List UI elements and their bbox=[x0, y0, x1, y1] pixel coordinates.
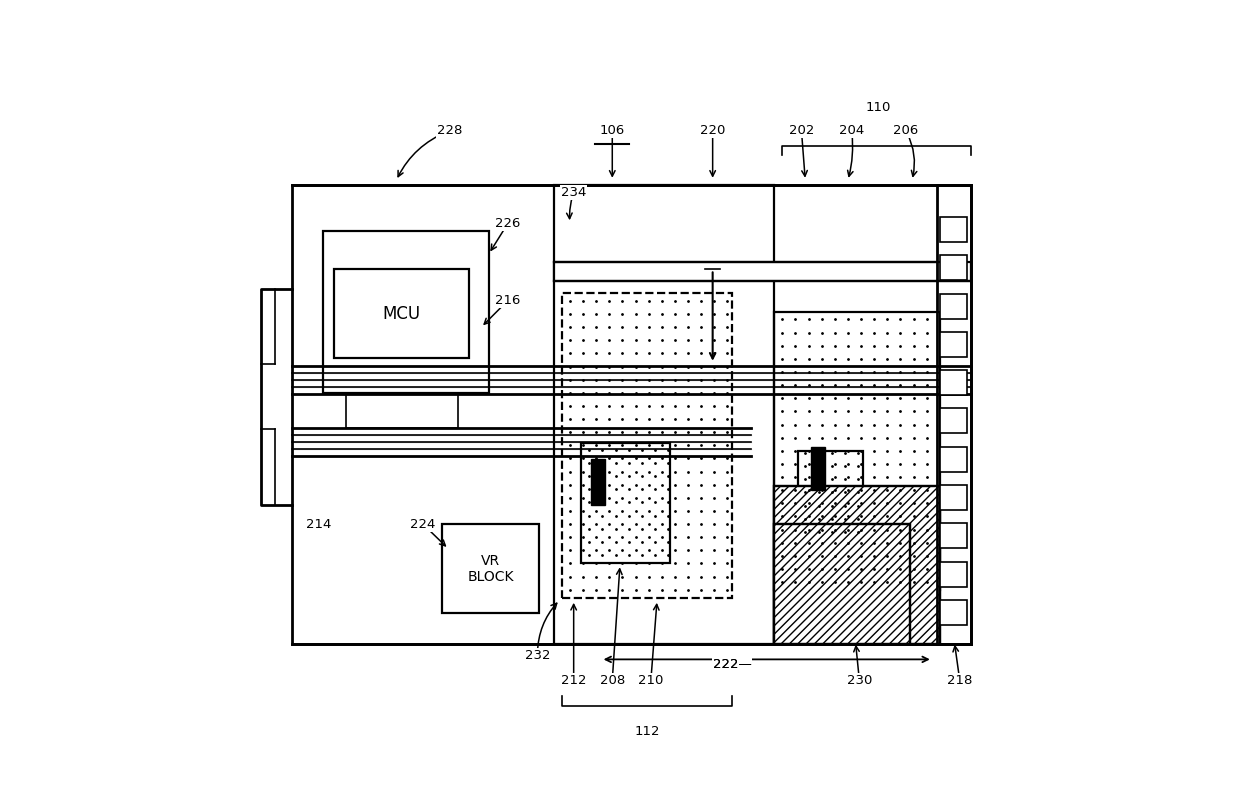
Text: 232: 232 bbox=[525, 649, 551, 662]
Bar bbox=[775, 486, 940, 644]
Text: 218: 218 bbox=[947, 674, 972, 687]
Text: 112: 112 bbox=[635, 725, 660, 738]
Bar bbox=[940, 485, 967, 510]
Text: 212: 212 bbox=[560, 674, 587, 687]
Bar bbox=[940, 409, 967, 433]
Text: 204: 204 bbox=[839, 124, 864, 137]
Bar bbox=[940, 446, 967, 472]
Bar bbox=[322, 231, 489, 393]
Bar bbox=[775, 524, 910, 644]
Text: MCU: MCU bbox=[383, 305, 420, 323]
Text: 230: 230 bbox=[847, 674, 872, 687]
Text: 220: 220 bbox=[699, 124, 725, 137]
Bar bbox=[940, 332, 967, 357]
Bar bbox=[443, 524, 539, 613]
Bar bbox=[291, 185, 971, 644]
Text: 214: 214 bbox=[306, 518, 331, 531]
Bar bbox=[811, 447, 826, 490]
Text: VR
BLOCK: VR BLOCK bbox=[467, 553, 513, 584]
Bar bbox=[940, 370, 967, 395]
Bar bbox=[591, 458, 605, 505]
Text: 210: 210 bbox=[639, 674, 663, 687]
Bar bbox=[940, 255, 967, 281]
Text: 222—: 222— bbox=[713, 659, 751, 671]
Text: 224: 224 bbox=[410, 518, 435, 531]
Text: 206: 206 bbox=[893, 124, 919, 137]
Text: 234: 234 bbox=[560, 185, 587, 199]
Bar bbox=[940, 217, 967, 242]
Bar bbox=[940, 600, 967, 625]
Text: 222—: 222— bbox=[713, 659, 751, 671]
Bar bbox=[940, 294, 967, 318]
Bar bbox=[940, 562, 967, 586]
Bar bbox=[936, 185, 971, 644]
Text: 202: 202 bbox=[789, 124, 815, 137]
Text: 110: 110 bbox=[866, 101, 892, 114]
Bar bbox=[554, 185, 775, 644]
Bar bbox=[554, 262, 971, 281]
Bar bbox=[582, 443, 670, 563]
Bar bbox=[797, 451, 863, 540]
Text: 226: 226 bbox=[495, 217, 521, 230]
Text: 228: 228 bbox=[438, 124, 463, 137]
Bar bbox=[291, 435, 751, 455]
Bar bbox=[940, 523, 967, 548]
Text: 112: 112 bbox=[635, 725, 660, 738]
Bar bbox=[775, 312, 940, 590]
Text: 106: 106 bbox=[600, 124, 625, 137]
Bar bbox=[775, 486, 940, 644]
Bar bbox=[335, 270, 470, 358]
Bar bbox=[346, 393, 458, 428]
Bar bbox=[562, 292, 732, 597]
Bar bbox=[775, 524, 910, 644]
Bar bbox=[291, 373, 971, 393]
Text: 208: 208 bbox=[600, 674, 625, 687]
Text: 216: 216 bbox=[495, 294, 521, 307]
Text: 110: 110 bbox=[866, 101, 892, 114]
